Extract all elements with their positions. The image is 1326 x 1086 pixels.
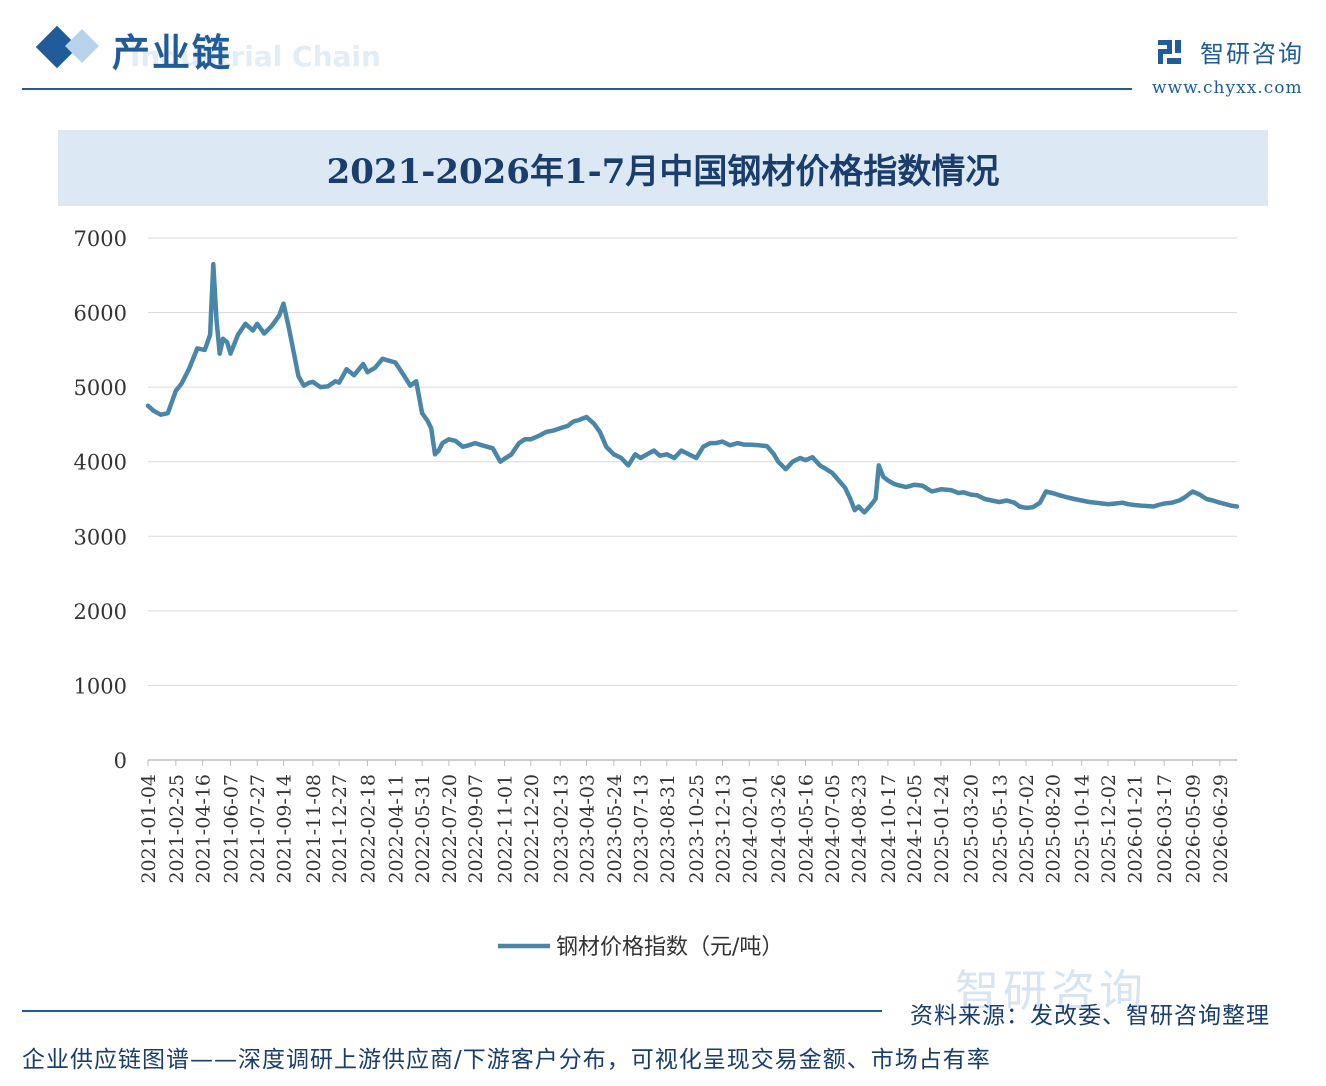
x-tick-label: 2021-01-04 (138, 774, 160, 884)
x-tick-label: 2022-07-20 (439, 774, 461, 884)
y-tick-label: 2000 (74, 600, 127, 624)
source-note: 资料来源：发改委、智研咨询整理 (910, 1003, 1270, 1029)
brand-name: 智研咨询 (1200, 40, 1304, 68)
x-tick-label: 2022-12-20 (521, 774, 543, 884)
x-tick-label: 2022-11-01 (495, 774, 517, 884)
x-tick-label: 2022-04-11 (385, 774, 407, 884)
footer-tagline: 企业供应链图谱——深度调研上游供应商/下游客户分布，可视化呈现交易金额、市场占有… (22, 1047, 991, 1073)
chart-title-band: 2021-2026年1-7月中国钢材价格指数情况 (58, 130, 1268, 206)
x-tick-label: 2023-07-13 (631, 774, 653, 884)
y-axis: 0 1000 2000 3000 4000 5000 6000 7000 (74, 227, 127, 773)
brand-url: www.chyxx.com (1152, 78, 1303, 98)
x-tick-label: 2024-02-01 (739, 774, 761, 884)
series-group (145, 261, 1240, 515)
x-tick-label: 2021-02-25 (166, 774, 188, 884)
chart-title: 2021-2026年1-7月中国钢材价格指数情况 (326, 152, 1000, 192)
series-line (145, 261, 1240, 515)
footer-divider (22, 1010, 882, 1012)
x-tick-label: 2023-02-13 (550, 774, 572, 884)
x-tick-label: 2025-12-02 (1098, 774, 1120, 884)
x-tick-label: 2025-10-14 (1072, 774, 1094, 884)
x-tick-label: 2021-11-08 (303, 774, 325, 884)
x-tick-label: 2022-09-07 (465, 774, 487, 884)
y-tick-label: 0 (114, 749, 127, 773)
x-tick-label: 2022-02-18 (358, 774, 380, 884)
x-tick-label: 2023-05-24 (604, 774, 626, 884)
x-tick-label: 2026-06-29 (1210, 774, 1232, 884)
line-chart: 0 1000 2000 3000 4000 5000 6000 7000 2021-01-04… (74, 227, 1240, 960)
y-tick-label: 7000 (74, 227, 127, 251)
x-tick-label: 2024-03-26 (768, 774, 790, 884)
x-tick-label: 2025-05-13 (989, 774, 1011, 884)
x-tick-label: 2023-12-13 (712, 774, 734, 884)
header-divider (22, 88, 1132, 90)
x-tick-label: 2022-05-31 (412, 774, 434, 884)
y-tick-label: 1000 (74, 674, 127, 698)
x-tick-label: 2025-07-02 (1016, 774, 1038, 884)
x-tick-label: 2024-12-05 (904, 774, 926, 884)
header-subtitle: Industrial Chain (130, 40, 381, 73)
x-tick-label: 2021-04-16 (193, 774, 215, 884)
x-tick-label: 2026-05-09 (1183, 774, 1205, 884)
x-tick-label: 2021-09-14 (273, 774, 295, 884)
x-tick-label: 2021-06-07 (220, 774, 242, 884)
y-tick-label: 5000 (74, 376, 127, 400)
x-tick-label: 2024-05-16 (795, 774, 817, 884)
x-tick-label: 2025-01-24 (931, 774, 953, 884)
x-tick-label: 2024-10-17 (878, 774, 900, 884)
x-axis: 2021-01-04 2021-02-25 2021-04-16 2021-06-07… (138, 759, 1237, 884)
legend: 钢材价格指数（元/吨） (498, 935, 783, 960)
page-header: Industrial Chain 产业链 智研咨询 www.chyxx.com (0, 0, 1326, 110)
x-tick-label: 2025-08-20 (1042, 774, 1064, 884)
legend-label: 钢材价格指数（元/吨） (556, 935, 783, 960)
x-tick-label: 2024-07-05 (822, 774, 844, 884)
y-tick-label: 4000 (74, 451, 127, 475)
brand: 智研咨询 www.chyxx.com (1152, 34, 1312, 98)
x-tick-label: 2021-07-27 (247, 774, 269, 884)
x-tick-label: 2026-01-21 (1125, 774, 1147, 884)
x-tick-label: 2023-10-25 (686, 774, 708, 884)
x-tick-label: 2024-08-23 (848, 774, 870, 884)
x-tick-label: 2023-04-03 (576, 774, 598, 884)
x-tick-label: 2021-12-27 (329, 774, 351, 884)
x-tick-label: 2026-03-17 (1154, 774, 1176, 884)
header-title: 产业链 (112, 31, 233, 75)
brand-logo-icon (1158, 40, 1181, 64)
x-tick-label: 2023-08-31 (657, 774, 679, 884)
watermark-text: 智研咨询 (955, 966, 1147, 1017)
y-tick-label: 6000 (74, 302, 127, 326)
x-tick-label: 2025-03-20 (960, 774, 982, 884)
y-tick-label: 3000 (74, 525, 127, 549)
